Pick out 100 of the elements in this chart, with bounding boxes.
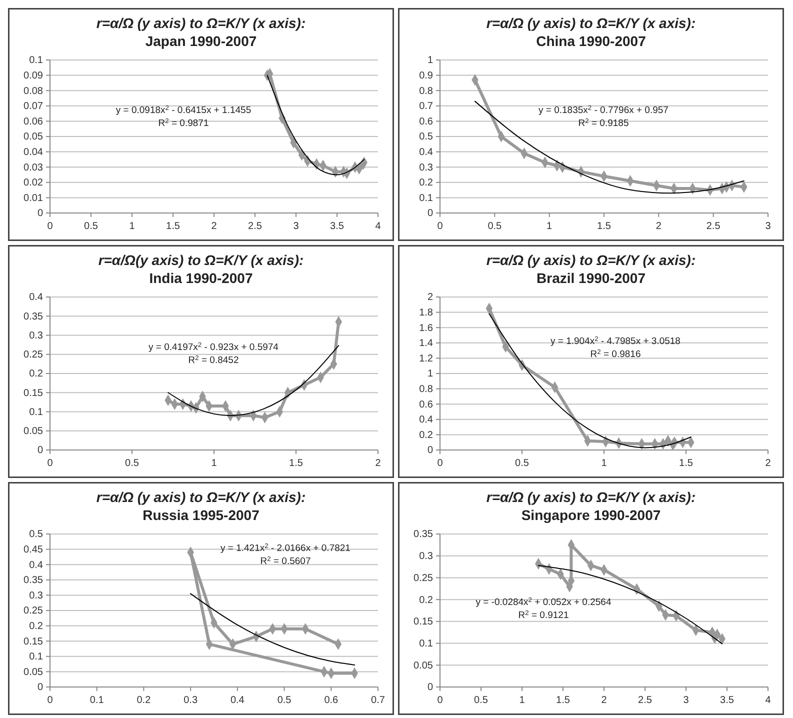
x-tick-label: 2.5	[248, 221, 262, 232]
chart-subtitle: Russia 1995-2007	[142, 507, 260, 523]
y-tick-label: 2	[427, 292, 434, 304]
y-tick-label: 0.7	[419, 101, 434, 112]
chart-title: r=α/Ω (y axis) to Ω=K/Y (x axis):	[486, 489, 696, 505]
y-tick-label: 0	[37, 682, 44, 694]
y-tick-label: 0.06	[24, 116, 44, 128]
x-tick-label: 0	[437, 695, 444, 706]
annotation: y = 0.4197x$^{2}$ - 0.923x + 0.5974	[148, 342, 278, 353]
y-tick-label: 0.09	[24, 70, 44, 82]
x-tick-label: 0.5	[515, 458, 530, 469]
y-tick-label: 0.3	[29, 590, 44, 602]
x-tick-label: 1	[601, 458, 608, 469]
y-tick-label: 0.25	[24, 350, 44, 361]
y-tick-label: 0.4	[419, 147, 434, 158]
chart-subtitle: Singapore 1990-2007	[521, 507, 661, 523]
x-tick-label: 0.2	[136, 695, 152, 706]
y-tick-label: 0	[37, 445, 44, 456]
x-tick-label: 0	[47, 695, 54, 706]
x-tick-label: 4	[765, 695, 772, 706]
x-tick-label: 1	[546, 221, 553, 232]
x-tick-label: 3	[683, 695, 690, 706]
line-series	[190, 593, 356, 666]
x-tick-label: 0.3	[184, 695, 198, 706]
x-tick-label: 0.5	[488, 221, 502, 232]
y-tick-label: 0.3	[29, 330, 44, 342]
y-tick-label: 0.2	[29, 621, 44, 632]
x-tick-label: 0	[437, 458, 444, 469]
chart-title: r=α/Ω (y axis) to Ω=K/Y (x axis):	[96, 489, 306, 505]
chart-subtitle: Brazil 1990-2007	[536, 270, 646, 286]
y-tick-label: 0.6	[419, 399, 434, 410]
y-tick-label: 1	[427, 55, 434, 66]
annotation: y = 0.1835x$^{2}$ - 0.7796x + 0.957	[538, 104, 668, 116]
chart-subtitle: Japan 1990-2007	[145, 33, 257, 49]
x-tick-label: 3	[765, 221, 772, 232]
x-tick-label: 2	[375, 458, 382, 469]
x-tick-label: 0.7	[371, 695, 386, 706]
chart-subtitle: India 1990-2007	[149, 270, 253, 286]
x-tick-label: 1.5	[679, 458, 694, 469]
y-tick-label: 0.35	[24, 575, 44, 586]
annotation: R$^{2}$ = 0.9871	[158, 118, 209, 129]
x-tick-label: 0.5	[277, 695, 292, 706]
x-tick-label: 2	[765, 458, 772, 469]
y-tick-label: 0.05	[414, 660, 434, 672]
x-tick-label: 0.5	[125, 458, 140, 469]
y-tick-label: 0.04	[24, 147, 44, 158]
y-tick-label: 0.9	[419, 70, 434, 82]
annotation: y = -0.0284x$^{2}$ + 0.052x + 0.2564	[476, 596, 612, 608]
y-tick-label: 0.45	[24, 544, 44, 556]
y-tick-label: 0.6	[419, 116, 434, 128]
y-tick-label: 0.35	[24, 311, 44, 322]
x-tick-label: 2	[656, 221, 662, 232]
chart-title: r=α/Ω (y axis) to Ω=K/Y (x axis):	[96, 15, 306, 31]
annotation: y = 0.0918x$^{2}$ - 0.6415x + 1.1455	[116, 104, 252, 116]
y-tick-label: 1.6	[419, 322, 434, 334]
y-tick-label: 1.4	[419, 338, 434, 350]
chart-title: r=α/Ω (y axis) to Ω=K/Y (x axis):	[486, 252, 696, 268]
y-tick-label: 0.05	[24, 132, 44, 143]
y-tick-label: 0.8	[419, 86, 434, 97]
chart-subtitle: China 1990-2007	[536, 33, 646, 49]
y-tick-label: 0.2	[419, 178, 434, 189]
y-tick-label: 0.8	[419, 384, 434, 395]
y-tick-label: 0.2	[419, 430, 434, 441]
x-tick-label: 0.6	[324, 695, 339, 706]
x-tick-label: 3	[293, 221, 300, 232]
x-tick-label: 2	[601, 695, 608, 706]
y-tick-label: 0.2	[419, 594, 434, 606]
x-tick-label: 1	[519, 695, 526, 706]
y-tick-label: 0.15	[414, 616, 434, 628]
y-tick-label: 1.2	[419, 353, 434, 364]
y-tick-label: 0.5	[29, 529, 44, 540]
annotation: R$^{2}$ = 0.9121	[518, 610, 569, 621]
y-tick-label: 0.3	[419, 162, 434, 174]
annotation: R$^{2}$ = 0.9816	[590, 348, 641, 360]
y-tick-label: 0.3	[419, 551, 434, 562]
y-tick-label: 0.01	[24, 192, 44, 204]
x-tick-label: 0.5	[474, 695, 488, 706]
y-tick-label: 1	[427, 368, 434, 380]
x-tick-label: 1	[129, 221, 136, 232]
y-tick-label: 0.4	[419, 414, 434, 426]
y-tick-label: 0.07	[24, 101, 44, 112]
y-tick-label: 0.1	[419, 192, 434, 204]
y-tick-label: 0.35	[414, 529, 434, 540]
x-tick-label: 2.5	[638, 695, 652, 706]
y-tick-label: 0	[427, 445, 434, 456]
y-tick-label: 0.03	[24, 162, 44, 174]
y-tick-label: 0.2	[29, 368, 44, 380]
chart-title: r=α/Ω (y axis) to Ω=K/Y (x axis):	[486, 15, 696, 31]
y-tick-label: 1.8	[419, 308, 434, 318]
chart-title: r=α/Ω(y axis) to Ω=K/Y (x axis):	[98, 252, 304, 268]
x-tick-label: 3.5	[720, 695, 734, 706]
x-tick-label: 0	[437, 221, 444, 232]
annotation: R$^{2}$ = 0.8452	[188, 354, 239, 366]
x-tick-label: 1.5	[289, 458, 304, 469]
y-tick-label: 0.05	[24, 426, 44, 438]
y-tick-label: 0	[427, 682, 434, 694]
annotation: y = 1.904x$^{2}$ - 4.7985x + 3.0518	[550, 336, 680, 347]
y-tick-label: 0.4	[29, 292, 44, 304]
y-tick-label: 0.4	[29, 560, 44, 571]
y-tick-label: 0.1	[29, 652, 44, 663]
